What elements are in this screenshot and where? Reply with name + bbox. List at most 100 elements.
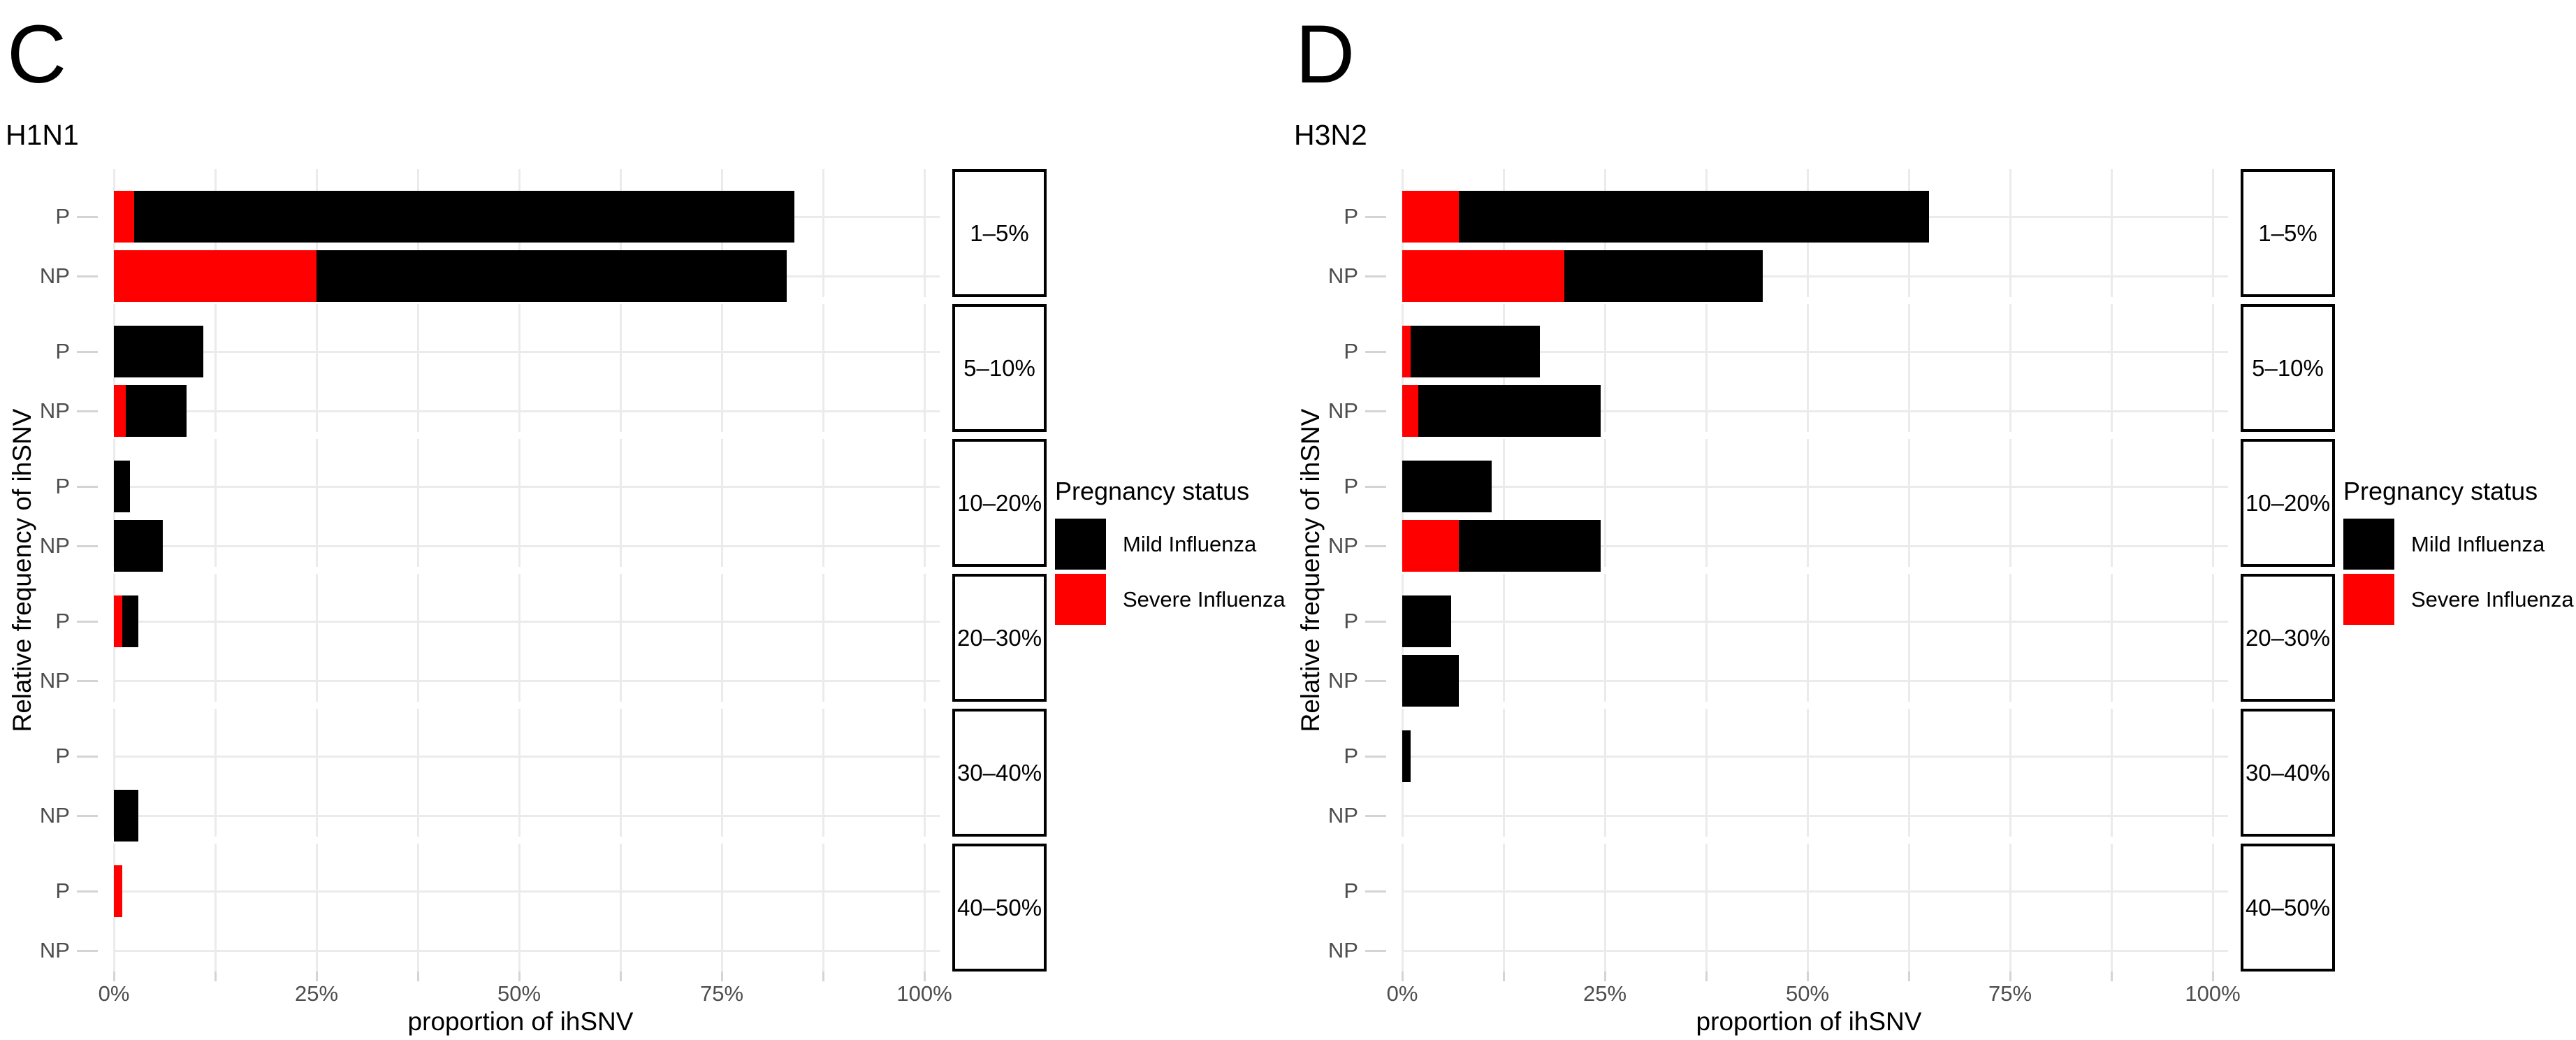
facet-label-box: 10–20% [952, 439, 1047, 567]
bar-segment-mild [1402, 730, 1411, 782]
gridline-v [620, 844, 622, 972]
gridline-h [1402, 621, 2228, 623]
facet-label-box: 20–30% [952, 574, 1047, 702]
gridline-h [114, 621, 940, 623]
gridline-v [2009, 439, 2011, 567]
gridline-h [1402, 351, 2228, 353]
gridline-v [924, 574, 926, 702]
y-tick-label-np: NP [1327, 533, 1358, 558]
gridline-v [822, 844, 824, 972]
gridline-v [1503, 439, 1505, 567]
gridline-v [417, 709, 419, 837]
legend-item-label: Severe Influenza [2411, 586, 2574, 612]
gridline-v [417, 844, 419, 972]
gridline-v [721, 709, 723, 837]
gridline-v [1807, 844, 1809, 972]
facet-label: 40–50% [2245, 894, 2331, 920]
bar-segment-severe [1402, 385, 1419, 437]
legend: Pregnancy status Mild Influenza Severe I… [2343, 477, 2574, 629]
y-tick-label-p: P [1344, 204, 1358, 229]
gridline-v [2009, 304, 2011, 432]
y-tick-label-p: P [1344, 609, 1358, 633]
mild-influenza-swatch [2343, 519, 2394, 570]
x-tick-mark [1503, 972, 1505, 981]
x-tick-mark [316, 972, 318, 981]
facet-label: 5–10% [2252, 354, 2324, 381]
bar-p-40–50% [114, 865, 122, 917]
x-tick-mark [1604, 972, 1606, 981]
gridline-v [1402, 844, 1404, 972]
x-tick-label: 0% [1386, 981, 1418, 1006]
gridline-v [721, 304, 723, 432]
y-tick-mark [1365, 815, 1386, 817]
gridline-h [1402, 950, 2228, 952]
bar-np-5–10% [114, 385, 187, 437]
x-tick-mark [2212, 972, 2214, 981]
legend-item-mild: Mild Influenza [2343, 519, 2574, 570]
gridline-v [620, 709, 622, 837]
gridline-v [1705, 844, 1708, 972]
facet-label: 1–5% [970, 219, 1029, 246]
x-axis-title: proportion of ihSNV [407, 1007, 634, 1036]
gridline-v [822, 304, 824, 432]
gridline-v [1604, 574, 1606, 702]
facet-label: 10–20% [2245, 489, 2331, 516]
facet-label-box: 5–10% [2241, 304, 2335, 432]
y-tick-mark [77, 680, 98, 682]
bar-segment-mild [134, 191, 795, 243]
y-tick-mark [1365, 950, 1386, 952]
facet-label-box: 10–20% [2241, 439, 2335, 567]
gridline-v [1807, 709, 1809, 837]
gridline-v [1503, 709, 1505, 837]
x-tick-mark [1402, 972, 1404, 981]
bar-segment-mild [316, 250, 787, 302]
x-tick-label: 50% [497, 981, 541, 1006]
gridline-h [1402, 410, 2228, 412]
gridline-h [1402, 545, 2228, 547]
gridline-v [1705, 439, 1708, 567]
gridline-h [1402, 890, 2228, 893]
gridline-v [214, 439, 217, 567]
gridline-v [417, 304, 419, 432]
bar-p-20–30% [114, 595, 138, 647]
gridline-v [2111, 844, 2113, 972]
bar-np-5–10% [1402, 385, 1601, 437]
gridline-v [1908, 304, 1910, 432]
gridline-v [1908, 439, 1910, 567]
bar-p-5–10% [114, 326, 203, 377]
panel-title-h3n2: H3N2 [1294, 119, 1367, 151]
bar-np-1–5% [114, 250, 787, 302]
facet-label: 20–30% [956, 624, 1042, 651]
y-tick-mark [77, 621, 98, 623]
x-tick-mark [1807, 972, 1809, 981]
bar-p-30–40% [1402, 730, 1411, 782]
gridline-v [721, 844, 723, 972]
plot-area: P NP 1–5% P NP 5–10% P NP 10–20% P NP 20–30% P NP 30–4… [1288, 0, 2576, 1040]
facet-label-box: 30–40% [952, 709, 1047, 837]
x-tick-label: 25% [294, 981, 339, 1006]
panel-c: C H1N1 Relative frequency of ihSNV P NP 1–… [6, 9, 1286, 1036]
bar-segment-severe [114, 250, 316, 302]
bar-np-10–20% [114, 520, 163, 572]
legend-item-label: Mild Influenza [1123, 531, 1257, 556]
y-tick-label-np: NP [39, 398, 70, 423]
severe-influenza-swatch [1055, 574, 1106, 625]
bar-segment-mild [114, 790, 138, 842]
bar-segment-severe [114, 191, 134, 243]
gridline-h [114, 410, 940, 412]
gridline-v [2111, 169, 2113, 297]
y-tick-label-np: NP [1327, 398, 1358, 423]
x-tick-mark [518, 972, 521, 981]
gridline-v [924, 709, 926, 837]
gridline-v [2212, 574, 2214, 702]
y-tick-mark [1365, 890, 1386, 893]
bar-segment-mild [114, 461, 131, 512]
x-tick-mark [822, 972, 824, 981]
gridline-v [1503, 574, 1505, 702]
gridline-v [2009, 844, 2011, 972]
bar-segment-mild [1410, 326, 1541, 377]
x-tick-mark [2009, 972, 2011, 981]
y-tick-label-p: P [55, 339, 70, 363]
gridline-v [2212, 439, 2214, 567]
